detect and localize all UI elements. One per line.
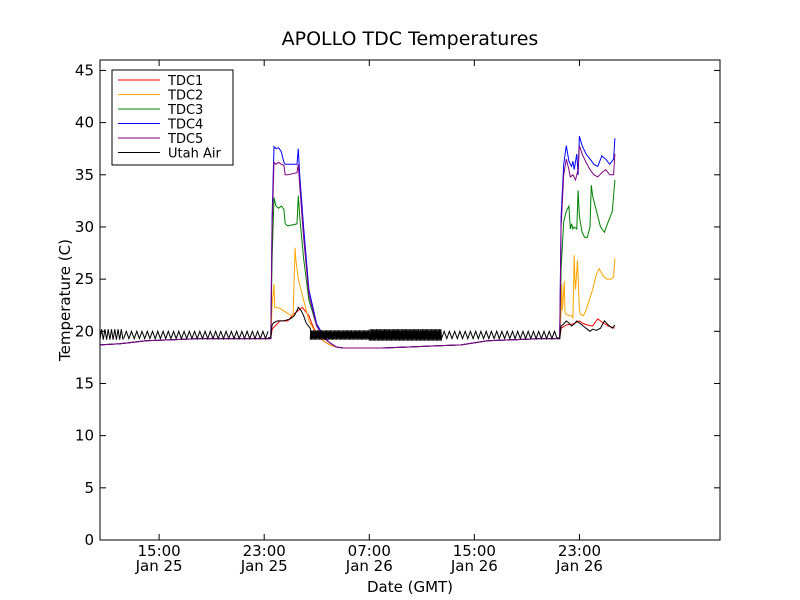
- series-line-utah-air: [268, 306, 312, 339]
- axes-frame: [99, 59, 721, 541]
- series-line-utah-air-late: [556, 320, 616, 340]
- y-axis: 0 5 10 15 20 25 30 35 40 45: [75, 61, 720, 549]
- x-tick-label-time: 23:00: [558, 542, 601, 560]
- series-line-utah-air-oscillation: [441, 329, 558, 341]
- chart-title: APOLLO TDC Temperatures: [282, 28, 539, 50]
- legend-box: [111, 69, 234, 166]
- x-tick-label-time: 23:00: [243, 542, 286, 560]
- x-tick-label-time: 15:00: [453, 542, 496, 560]
- series-line-utah-air-oscillation: [309, 330, 370, 340]
- y-tick-label: 40: [75, 114, 94, 132]
- x-tick-label-time: 15:00: [137, 542, 180, 560]
- legend-label: TDC1: [167, 74, 203, 89]
- plot-area: [99, 136, 616, 349]
- y-tick-label: 10: [75, 427, 94, 445]
- x-tick-label-date: Jan 25: [240, 557, 288, 575]
- y-tick-label: 35: [75, 166, 94, 184]
- series-line-tdc5: [99, 145, 616, 349]
- x-tick-label-date: Jan 25: [135, 557, 183, 575]
- y-tick-label: 30: [75, 218, 94, 236]
- x-tick-label-date: Jan 26: [450, 557, 498, 575]
- x-tick-label-date: Jan 26: [555, 557, 603, 575]
- y-tick-label: 5: [84, 479, 94, 497]
- legend-label: TDC5: [167, 132, 203, 147]
- x-tick-label-date: Jan 26: [345, 557, 393, 575]
- series-line-utah-air-oscillation: [123, 329, 269, 341]
- series-line-utah-air-oscillation: [99, 329, 124, 340]
- legend-label: TDC4: [167, 118, 203, 133]
- y-tick-label: 25: [75, 270, 94, 288]
- y-tick-label: 15: [75, 374, 94, 392]
- x-axis-label: Date (GMT): [367, 578, 453, 596]
- legend-label: Utah Air: [168, 147, 221, 162]
- x-tick-label-time: 07:00: [348, 542, 391, 560]
- y-tick-label: 20: [75, 322, 94, 340]
- y-tick-label: 0: [84, 531, 94, 549]
- legend-label: TDC3: [167, 103, 203, 118]
- y-axis-label: Temperature (C): [56, 239, 74, 362]
- y-tick-label: 45: [75, 61, 94, 79]
- series-line-utah-air-oscillation: [368, 329, 442, 341]
- legend-label: TDC2: [167, 89, 203, 104]
